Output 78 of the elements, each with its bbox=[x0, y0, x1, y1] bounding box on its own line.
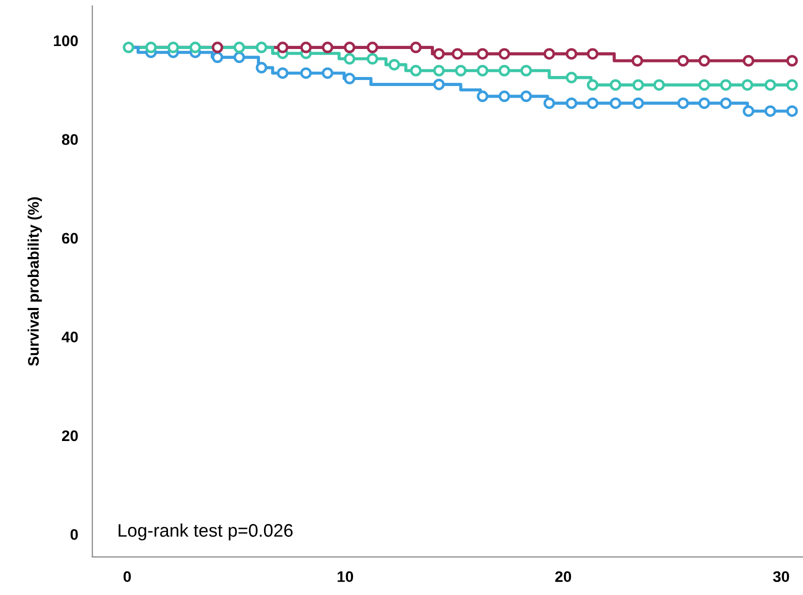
point bbox=[566, 48, 578, 60]
y-tick-label: 0 bbox=[70, 529, 78, 540]
y-tick-label: 60 bbox=[62, 232, 78, 244]
point bbox=[212, 42, 224, 54]
point bbox=[433, 78, 445, 90]
point bbox=[677, 55, 689, 66]
point bbox=[410, 64, 422, 76]
point bbox=[586, 79, 598, 91]
point bbox=[476, 64, 488, 76]
point bbox=[322, 42, 334, 54]
point bbox=[786, 55, 798, 66]
point bbox=[566, 97, 578, 109]
point bbox=[300, 42, 312, 54]
point bbox=[122, 42, 134, 54]
point bbox=[520, 90, 532, 102]
point bbox=[632, 55, 644, 66]
point bbox=[256, 42, 268, 54]
point bbox=[698, 79, 710, 91]
point bbox=[410, 42, 422, 54]
point bbox=[720, 79, 732, 91]
point bbox=[256, 62, 268, 74]
point bbox=[764, 105, 776, 117]
y-tick-label: 40 bbox=[62, 332, 78, 342]
point bbox=[344, 53, 356, 65]
y-axis-title: Survival probability (%) bbox=[28, 197, 42, 366]
point bbox=[566, 72, 578, 84]
point bbox=[742, 55, 754, 66]
point bbox=[455, 64, 466, 76]
point bbox=[586, 48, 598, 60]
point bbox=[433, 64, 445, 76]
y-tick-label: 100 bbox=[54, 35, 78, 46]
annotation: Log-rank test p=0.026 bbox=[118, 524, 293, 540]
point bbox=[720, 97, 732, 109]
point bbox=[476, 48, 488, 60]
point bbox=[322, 67, 334, 79]
point bbox=[544, 97, 556, 109]
point bbox=[764, 79, 776, 91]
point bbox=[212, 52, 224, 64]
point bbox=[498, 48, 510, 60]
y-tick-label: 20 bbox=[62, 430, 78, 442]
y-tick-label: 80 bbox=[62, 134, 78, 145]
point bbox=[433, 48, 445, 60]
point bbox=[677, 97, 689, 109]
point bbox=[300, 67, 312, 79]
point bbox=[366, 53, 378, 65]
x-tick-label: 0 bbox=[124, 571, 131, 582]
point bbox=[498, 90, 510, 102]
point bbox=[742, 105, 754, 117]
x-tick-label: 20 bbox=[555, 571, 572, 582]
point bbox=[234, 42, 246, 54]
point bbox=[366, 42, 378, 54]
point bbox=[276, 42, 288, 54]
point bbox=[276, 67, 288, 79]
point bbox=[698, 97, 710, 109]
point bbox=[632, 97, 644, 109]
point bbox=[786, 105, 798, 117]
point bbox=[544, 48, 556, 60]
point bbox=[786, 79, 798, 91]
point bbox=[452, 48, 464, 60]
x-tick-label: 10 bbox=[338, 571, 354, 582]
point bbox=[742, 79, 754, 91]
point bbox=[653, 79, 665, 91]
point bbox=[498, 64, 510, 76]
point bbox=[344, 72, 356, 84]
point bbox=[586, 97, 598, 109]
x-tick-label: 30 bbox=[773, 571, 790, 582]
point bbox=[344, 42, 356, 54]
point bbox=[234, 52, 246, 64]
point bbox=[632, 79, 644, 91]
point bbox=[388, 58, 400, 70]
point bbox=[698, 55, 710, 66]
point bbox=[189, 42, 201, 54]
point bbox=[476, 90, 488, 102]
point bbox=[610, 79, 622, 91]
point bbox=[167, 42, 179, 54]
point bbox=[145, 42, 157, 54]
point bbox=[520, 64, 532, 76]
point bbox=[610, 97, 622, 109]
